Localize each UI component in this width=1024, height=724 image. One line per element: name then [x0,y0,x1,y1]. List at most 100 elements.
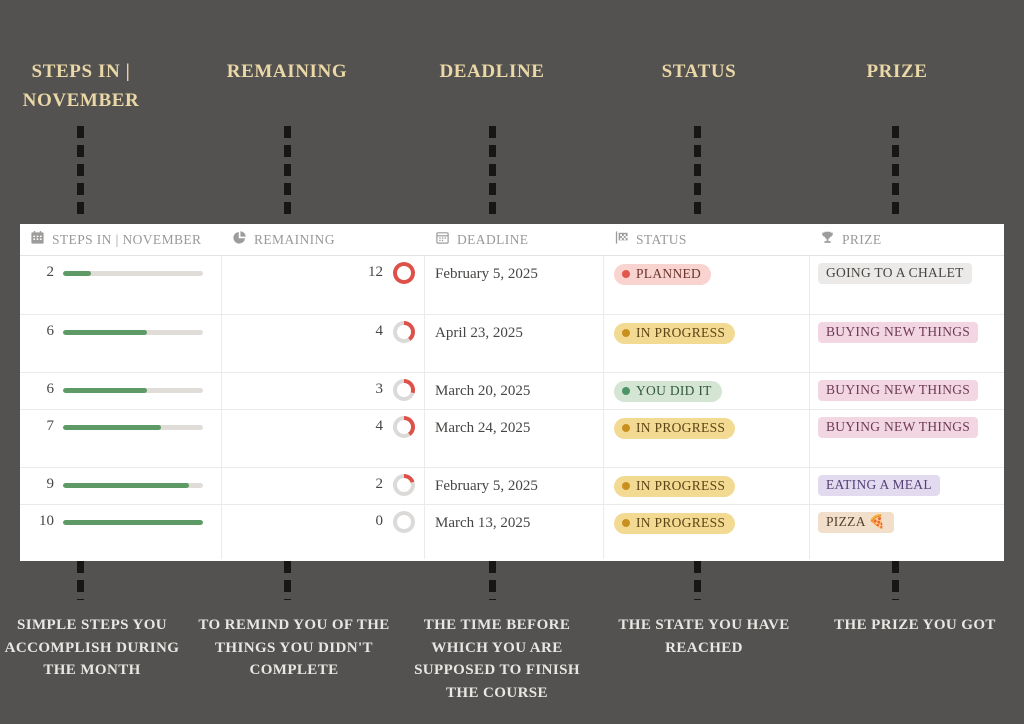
remaining-value: 4 [375,418,384,434]
connector-dashed-line [77,126,84,219]
prize-badge[interactable]: BUYING NEW THINGS [818,322,979,343]
status-cell[interactable]: IN PROGRESS [604,468,810,504]
deadline-cell[interactable]: March 20, 2025 [425,373,604,409]
remaining-cell[interactable]: 0 [222,505,425,559]
status-badge[interactable]: IN PROGRESS [614,476,736,497]
steps-progress-fill [63,425,161,430]
prize-cell[interactable]: GOING TO A CHALET [810,256,1004,314]
deadline-value: April 23, 2025 [435,325,523,341]
steps-cell[interactable]: 6 [20,373,222,409]
column-header-prize[interactable]: PRIZE [810,224,1004,255]
steps-value: 7 [46,418,55,434]
table-row[interactable]: 7 4 March 24, 2025 IN PROGRESS BUYING NE… [20,410,1004,468]
remaining-cell[interactable]: 2 [222,468,425,504]
remaining-value: 3 [375,381,384,397]
deadline-cell[interactable]: March 24, 2025 [425,410,604,467]
column-header-steps[interactable]: STEPS IN | NOVEMBER [20,224,222,255]
connector-dashed-line [284,126,291,219]
status-badge[interactable]: YOU DID IT [614,381,722,402]
table-row[interactable]: 10 0 March 13, 2025 IN PROGRESS PIZZA 🍕 [20,505,1004,559]
column-annotation-status: STATUS [661,61,737,82]
prize-cell[interactable]: EATING A MEAL [810,468,1004,504]
steps-progress-bar [63,330,203,335]
status-dot-icon [622,424,630,432]
prize-badge[interactable]: PIZZA 🍕 [818,512,894,533]
status-cell[interactable]: IN PROGRESS [604,410,810,467]
column-annotation-prize: PRIZE [866,61,928,82]
steps-progress-bar [63,520,203,525]
connector-dashed-line [892,126,899,219]
column-header-label: PRIZE [842,231,882,247]
status-badge[interactable]: IN PROGRESS [614,513,736,534]
checkered-flag-icon [614,230,629,249]
deadline-cell[interactable]: April 23, 2025 [425,315,604,372]
column-annotation-steps: STEPS IN | NOVEMBER [22,61,140,112]
remaining-cell[interactable]: 12 [222,256,425,314]
steps-cell[interactable]: 2 [20,256,222,314]
deadline-value: February 5, 2025 [435,266,538,282]
deadline-cell[interactable]: February 5, 2025 [425,468,604,504]
remaining-ring-icon [393,262,415,284]
deadline-cell[interactable]: March 13, 2025 [425,505,604,559]
status-dot-icon [622,270,630,278]
remaining-value: 2 [375,476,384,492]
connector-dashed-line [489,126,496,219]
steps-cell[interactable]: 7 [20,410,222,467]
remaining-cell[interactable]: 4 [222,315,425,372]
remaining-cell[interactable]: 3 [222,373,425,409]
trophy-icon [820,230,835,249]
prize-cell[interactable]: PIZZA 🍕 [810,505,1004,559]
table-row[interactable]: 2 12 February 5, 2025 PLANNED GOING TO A… [20,256,1004,315]
prize-badge[interactable]: BUYING NEW THINGS [818,380,979,401]
column-header-status[interactable]: STATUS [604,224,810,255]
table-row[interactable]: 6 3 March 20, 2025 YOU DID IT BUYING NEW… [20,373,1004,410]
steps-progress-bar [63,483,203,488]
steps-progress-bar [63,388,203,393]
column-header-label: STATUS [636,231,687,247]
status-cell[interactable]: IN PROGRESS [604,315,810,372]
pie-chart-icon [232,230,247,249]
status-cell[interactable]: IN PROGRESS [604,505,810,559]
prize-cell[interactable]: BUYING NEW THINGS [810,315,1004,372]
status-badge[interactable]: IN PROGRESS [614,323,736,344]
steps-progress-fill [63,388,147,393]
status-dot-icon [622,329,630,337]
steps-value: 10 [39,513,54,529]
status-label: IN PROGRESS [636,515,726,530]
prize-cell[interactable]: BUYING NEW THINGS [810,373,1004,409]
status-cell[interactable]: PLANNED [604,256,810,314]
calendar-outline-icon [435,230,450,249]
steps-cell[interactable]: 10 [20,505,222,559]
connector-dashed-line [77,561,84,600]
prize-badge[interactable]: BUYING NEW THINGS [818,417,979,438]
prize-cell[interactable]: BUYING NEW THINGS [810,410,1004,467]
status-label: IN PROGRESS [636,420,726,435]
steps-progress-fill [63,271,91,276]
steps-cell[interactable]: 9 [20,468,222,504]
table-body: 2 12 February 5, 2025 PLANNED GOING TO A… [20,256,1004,559]
remaining-cell[interactable]: 4 [222,410,425,467]
table-row[interactable]: 9 2 February 5, 2025 IN PROGRESS EATING … [20,468,1004,505]
steps-progress-fill [63,520,203,525]
table-row[interactable]: 6 4 April 23, 2025 IN PROGRESS BUYING NE… [20,315,1004,373]
description-deadline: THE TIME BEFORE WHICH YOU ARE SUPPOSED T… [414,617,580,701]
column-header-label: REMAINING [254,231,335,247]
column-header-remaining[interactable]: REMAINING [222,224,425,255]
prize-badge[interactable]: EATING A MEAL [818,475,940,496]
column-annotation-deadline: DEADLINE [439,61,545,82]
status-badge[interactable]: IN PROGRESS [614,418,736,439]
status-badge[interactable]: PLANNED [614,264,712,285]
status-label: IN PROGRESS [636,478,726,493]
deadline-value: March 24, 2025 [435,420,531,436]
deadline-cell[interactable]: February 5, 2025 [425,256,604,314]
status-cell[interactable]: YOU DID IT [604,373,810,409]
status-label: PLANNED [636,266,702,281]
steps-cell[interactable]: 6 [20,315,222,372]
column-header-label: DEADLINE [457,231,529,247]
description-prize: THE PRIZE YOU GOT [834,617,996,633]
column-header-deadline[interactable]: DEADLINE [425,224,604,255]
steps-progress-bar [63,425,203,430]
prize-badge[interactable]: GOING TO A CHALET [818,263,972,284]
status-dot-icon [622,519,630,527]
remaining-ring-icon [393,379,415,401]
